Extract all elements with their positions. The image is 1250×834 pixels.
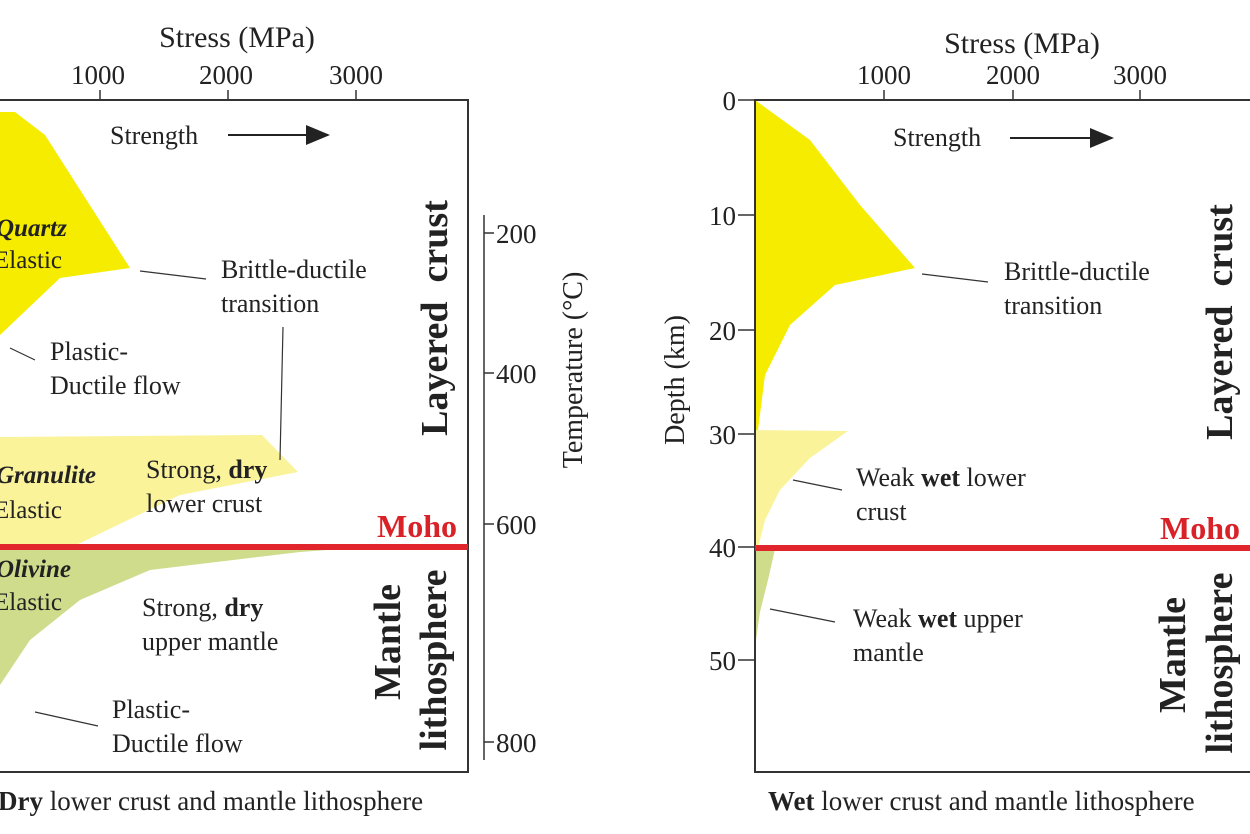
right-frame bbox=[754, 99, 1250, 773]
left-zone-layered-crust: Layered crust bbox=[414, 200, 456, 436]
dry-upper-mantle-region bbox=[0, 548, 355, 685]
left-bd-leader-crust bbox=[279, 326, 284, 461]
granulite-elastic-label: Elastic bbox=[0, 497, 62, 524]
left-plastic-1-label-a: Plastic- bbox=[50, 337, 128, 366]
depth-tick-20: 20 bbox=[709, 316, 736, 346]
left-top-tick-2000: 2000 bbox=[199, 60, 253, 90]
left-strength-label: Strength bbox=[110, 121, 198, 150]
right-top-tick-3000: 3000 bbox=[1113, 60, 1167, 90]
right-zone-mantle: Mantle bbox=[1152, 597, 1194, 713]
left-panel: Stress (MPa) 1000 2000 3000 Strength 200… bbox=[0, 21, 589, 816]
left-zone-lithosphere: lithosphere bbox=[413, 570, 455, 751]
granulite-label: Granulite bbox=[0, 462, 96, 489]
left-plastic-2-leader bbox=[34, 711, 99, 727]
strong-dry-lower-crust-label: Strong, dry bbox=[146, 455, 267, 484]
olivine-elastic-label: Elastic bbox=[0, 589, 62, 616]
strong-dry-upper-mantle-label-2: upper mantle bbox=[142, 627, 278, 656]
left-bd-label-2: transition bbox=[221, 289, 319, 318]
temp-tick-600: 600 bbox=[496, 510, 537, 540]
left-top-tick-3000: 3000 bbox=[329, 60, 383, 90]
right-caption: Wet lower crust and mantle lithosphere bbox=[768, 786, 1195, 816]
weak-wet-lower-crust-label: Weak wet lower bbox=[856, 463, 1026, 492]
right-bd-leader bbox=[921, 273, 989, 283]
quartz-elastic-region bbox=[0, 112, 130, 335]
temp-axis-title: Temperature (°C) bbox=[558, 272, 589, 469]
wet-upper-mantle-region bbox=[755, 548, 775, 640]
depth-tick-30: 30 bbox=[709, 420, 736, 450]
temp-tick-400: 400 bbox=[496, 359, 537, 389]
left-plastic-2-label-a: Plastic- bbox=[112, 695, 190, 724]
right-top-tick-2000: 2000 bbox=[986, 60, 1040, 90]
right-zone-lithosphere: lithosphere bbox=[1199, 573, 1241, 754]
olivine-label: Olivine bbox=[0, 556, 71, 583]
left-plastic-2-label-b: Ductile flow bbox=[112, 729, 243, 758]
right-bd-label-1: Brittle-ductile bbox=[1004, 257, 1150, 286]
dry-lower-crust-region bbox=[0, 435, 298, 548]
depth-tick-10: 10 bbox=[709, 201, 736, 231]
weak-wet-upper-mantle-leader bbox=[769, 608, 836, 623]
depth-tick-0: 0 bbox=[723, 86, 737, 116]
left-top-tick-1000: 1000 bbox=[71, 60, 125, 90]
depth-axis-title: Depth (km) bbox=[660, 315, 691, 445]
wet-lower-crust-region bbox=[755, 430, 848, 548]
right-zone-layered-crust: Layered crust bbox=[1199, 204, 1241, 440]
temp-tick-800: 800 bbox=[496, 728, 537, 758]
left-top-axis-title: Stress (MPa) bbox=[159, 21, 315, 54]
left-caption: Dry lower crust and mantle lithosphere bbox=[0, 786, 423, 816]
quartz-label: Quartz bbox=[0, 215, 67, 242]
weak-wet-lower-crust-leader bbox=[792, 479, 843, 491]
right-moho-label: Moho bbox=[1160, 510, 1240, 546]
left-bd-leader-quartz bbox=[139, 270, 207, 280]
weak-wet-upper-mantle-label-2: mantle bbox=[853, 638, 924, 667]
weak-wet-lower-crust-label-2: crust bbox=[856, 497, 907, 526]
left-zone-mantle: Mantle bbox=[367, 584, 409, 700]
left-frame bbox=[0, 99, 469, 773]
quartz-elastic-label: Elastic bbox=[0, 247, 62, 274]
weak-wet-upper-mantle-label: Weak wet upper bbox=[853, 604, 1023, 633]
left-plastic-1-leader bbox=[9, 347, 36, 361]
left-plastic-1-label-b: Ductile flow bbox=[50, 371, 181, 400]
right-top-axis-title: Stress (MPa) bbox=[944, 27, 1100, 60]
left-bd-label-1: Brittle-ductile bbox=[221, 255, 367, 284]
temp-tick-200: 200 bbox=[496, 219, 537, 249]
depth-tick-40: 40 bbox=[709, 533, 736, 563]
left-moho-label: Moho bbox=[377, 508, 457, 544]
right-strength-label: Strength bbox=[893, 123, 981, 152]
strong-dry-upper-mantle-label: Strong, dry bbox=[142, 593, 263, 622]
wet-quartz-region bbox=[755, 100, 915, 430]
right-bd-label-2: transition bbox=[1004, 291, 1102, 320]
right-top-tick-1000: 1000 bbox=[857, 60, 911, 90]
strong-dry-lower-crust-label-2: lower crust bbox=[146, 489, 263, 518]
depth-tick-50: 50 bbox=[709, 646, 736, 676]
right-panel: Stress (MPa) 1000 2000 3000 Strength 0 1… bbox=[660, 27, 1250, 816]
